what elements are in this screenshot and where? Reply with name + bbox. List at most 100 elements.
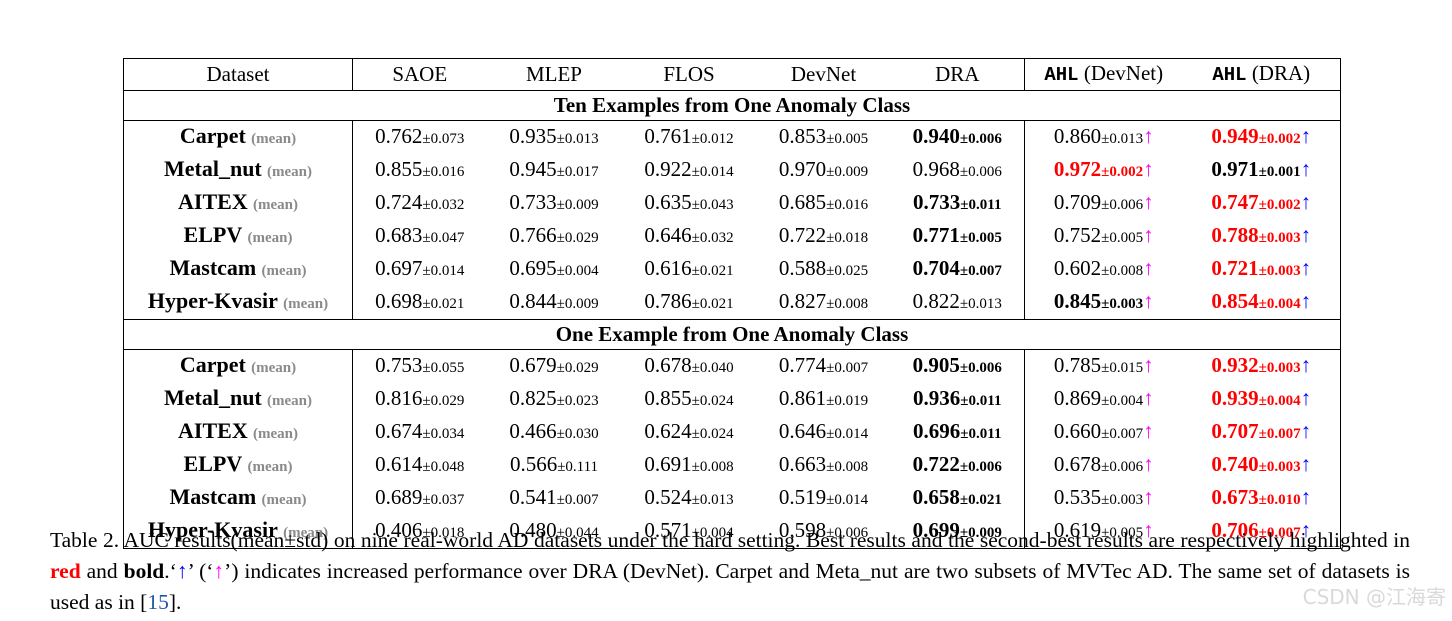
- caption-citation-link[interactable]: 15: [147, 590, 169, 614]
- score-cell: 0.827±0.008: [757, 286, 891, 320]
- score-cell: 0.722±0.018: [757, 220, 891, 253]
- score-value: 0.646: [644, 222, 692, 247]
- score-cell: 0.624±0.024: [622, 416, 757, 449]
- score-value: 0.635: [644, 189, 692, 214]
- score-cell: 0.747±0.002↑: [1183, 187, 1341, 220]
- score-value: 0.466: [509, 418, 557, 443]
- score-cell: 0.733±0.011: [890, 187, 1025, 220]
- score-value: 0.766: [509, 222, 557, 247]
- section-header-row: Ten Examples from One Anomaly Class: [123, 90, 1341, 121]
- score-cell: 0.406±0.018: [353, 515, 487, 549]
- dataset-cell: Mastcam (mean): [123, 482, 353, 515]
- score-std: ±0.024: [691, 425, 734, 442]
- score-value: 0.566: [509, 451, 558, 476]
- score-value: 0.689: [375, 484, 423, 509]
- caption-bold-word: bold: [123, 559, 165, 583]
- score-cell: 0.691±0.008: [622, 449, 757, 482]
- score-cell: 0.733±0.009: [487, 187, 622, 220]
- score-std: ±0.011: [960, 425, 1002, 442]
- score-value: 0.762: [375, 123, 423, 148]
- score-std: ±0.048: [422, 458, 465, 475]
- dataset-stat: (mean): [261, 263, 307, 279]
- score-std: ±0.003: [1258, 229, 1301, 246]
- score-value: 0.939: [1211, 385, 1259, 410]
- dataset-name: Metal_nut: [163, 385, 262, 410]
- caption-text-1: Table 2. AUC results(mean±std) on nine r…: [50, 528, 1410, 552]
- score-value: 0.740: [1211, 451, 1259, 476]
- score-std: ±0.040: [691, 359, 734, 376]
- score-value: 0.733: [509, 189, 557, 214]
- score-cell: 0.935±0.013: [487, 121, 622, 155]
- dataset-name: Hyper-Kvasir: [147, 288, 278, 313]
- table-row: Carpet (mean) 0.762±0.073 0.935±0.013 0.761…: [123, 120, 1341, 155]
- score-cell: 0.970±0.009: [757, 154, 891, 187]
- score-value: 0.945: [509, 156, 557, 181]
- score-value: 0.646: [778, 418, 827, 443]
- score-value: 0.940: [912, 123, 960, 148]
- dataset-name: Mastcam: [169, 484, 257, 509]
- score-std: ±0.001: [1258, 163, 1301, 180]
- score-cell: 0.673±0.010↑: [1183, 482, 1341, 515]
- score-cell: 0.785±0.015↑: [1025, 350, 1183, 384]
- score-cell: 0.678±0.040: [622, 350, 757, 384]
- score-value: 0.704: [912, 255, 960, 280]
- score-std: ±0.009: [959, 524, 1002, 541]
- score-cell: 0.971±0.001↑: [1183, 154, 1341, 187]
- score-cell: 0.658±0.021: [890, 482, 1025, 515]
- dataset-stat: (mean): [283, 296, 329, 312]
- score-std: ±0.032: [691, 229, 734, 246]
- increase-arrow-magenta-icon: ↑: [1143, 189, 1154, 214]
- score-std: ±0.008: [1101, 262, 1144, 279]
- score-cell: 0.740±0.003↑: [1183, 449, 1341, 482]
- score-std: ±0.021: [422, 295, 465, 312]
- dataset-name: Hyper-Kvasir: [147, 517, 278, 542]
- score-std: ±0.025: [826, 262, 869, 279]
- score-std: ±0.004: [556, 262, 599, 279]
- score-std: ±0.014: [422, 262, 465, 279]
- score-std: ±0.009: [556, 295, 599, 312]
- score-cell: 0.660±0.007↑: [1025, 416, 1183, 449]
- increase-arrow-magenta-icon: ↑: [1143, 222, 1154, 247]
- increase-arrow-magenta-icon: ↑: [1143, 484, 1154, 509]
- score-std: ±0.023: [556, 392, 599, 409]
- score-cell: 0.519±0.014: [757, 482, 891, 515]
- score-std: ±0.021: [691, 262, 734, 279]
- score-std: ±0.004: [691, 524, 734, 541]
- score-value: 0.855: [375, 156, 423, 181]
- score-value: 0.971: [1211, 156, 1259, 181]
- increase-arrow-magenta-icon: ↑: [1143, 418, 1154, 443]
- score-cell: 0.854±0.004↑: [1183, 286, 1341, 320]
- score-cell: 0.855±0.016: [353, 154, 487, 187]
- score-std: ±0.008: [826, 458, 869, 475]
- score-cell: 0.524±0.013: [622, 482, 757, 515]
- score-cell: 0.932±0.003↑: [1183, 350, 1341, 384]
- increase-arrow-magenta-icon: ↑: [1143, 352, 1154, 377]
- score-std: ±0.034: [422, 425, 465, 442]
- score-std: ±0.006: [959, 359, 1002, 376]
- dataset-cell: AITEX (mean): [123, 187, 353, 220]
- increase-arrow-blue-icon: ↑: [1300, 156, 1312, 181]
- score-cell: 0.788±0.003↑: [1183, 220, 1341, 253]
- score-std: ±0.047: [422, 229, 465, 246]
- score-std: ±0.002: [1258, 196, 1301, 213]
- score-value: 0.616: [644, 255, 692, 280]
- score-std: ±0.007: [1258, 524, 1301, 541]
- score-cell: 0.869±0.004↑: [1025, 383, 1183, 416]
- score-std: ±0.006: [959, 163, 1002, 180]
- header-ahl-devnet-method: AHL: [1044, 64, 1079, 86]
- score-std: ±0.044: [556, 524, 599, 541]
- dataset-stat: (mean): [283, 525, 329, 541]
- results-table: Dataset SAOE MLEP FLOS DevNet DRA AHL (D…: [123, 58, 1341, 549]
- score-std: ±0.019: [826, 392, 869, 409]
- score-cell: 0.685±0.016: [757, 187, 891, 220]
- dataset-name: Mastcam: [169, 255, 257, 280]
- score-value: 0.524: [644, 484, 692, 509]
- table-body: Ten Examples from One Anomaly Class Carpe…: [123, 90, 1341, 549]
- score-cell: 0.683±0.047: [353, 220, 487, 253]
- section-header-row: One Example from One Anomaly Class: [123, 319, 1341, 350]
- score-value: 0.905: [912, 352, 960, 377]
- score-value: 0.922: [644, 156, 692, 181]
- score-std: ±0.111: [557, 458, 599, 475]
- score-std: ±0.005: [1101, 229, 1144, 246]
- score-std: ±0.018: [826, 229, 869, 246]
